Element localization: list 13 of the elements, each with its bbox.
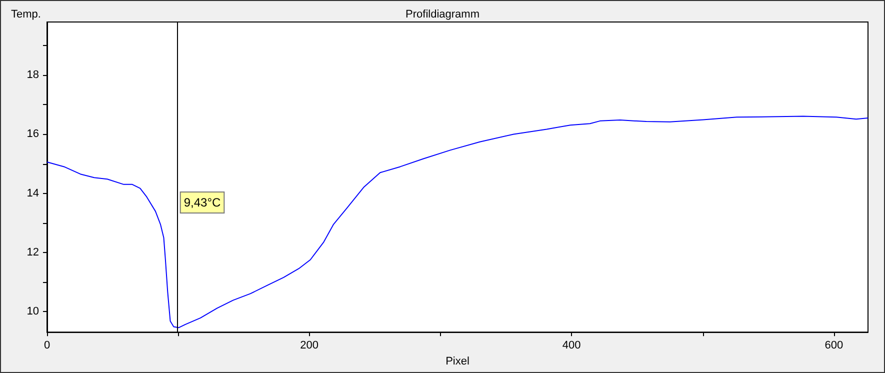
y-tick-label: 12 — [26, 246, 39, 258]
x-tick-label: 0 — [44, 340, 50, 352]
y-tick-label: 10 — [26, 305, 39, 318]
x-axis-title: Pixel — [446, 356, 470, 368]
x-tick-label: 600 — [824, 340, 844, 352]
y-tick-label: 14 — [26, 187, 39, 200]
y-tick-label: 16 — [26, 128, 39, 140]
y-tick-label: 18 — [26, 69, 39, 82]
x-tick-label: 400 — [562, 340, 581, 352]
y-axis-title: Temp. — [11, 8, 41, 20]
chart-title: Profildiagramm — [406, 8, 480, 20]
x-tick-label: 200 — [300, 340, 318, 352]
ref-line-label: 9,43°C — [184, 196, 221, 210]
